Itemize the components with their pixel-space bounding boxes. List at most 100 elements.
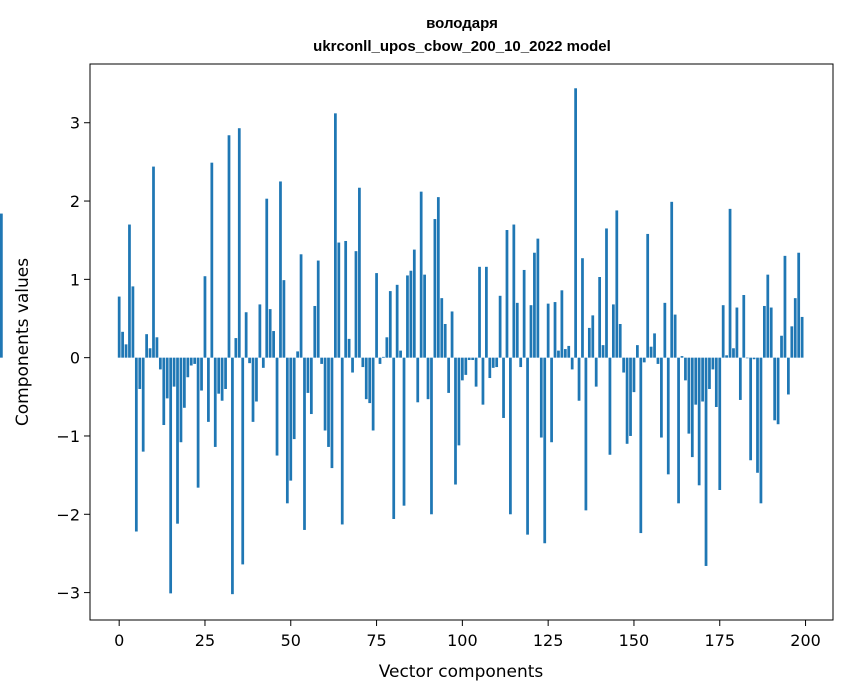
bar-42 — [261, 357, 265, 368]
bar-17 — [176, 357, 179, 524]
bar-83 — [402, 357, 406, 506]
bar-197 — [793, 298, 797, 358]
bar-75 — [375, 273, 378, 358]
bar-159 — [663, 302, 667, 358]
bar-195 — [787, 357, 790, 395]
bar-199 — [800, 316, 804, 358]
bar-93 — [436, 197, 440, 358]
bar-71 — [361, 357, 365, 368]
bar-120 — [529, 305, 533, 358]
bar-161 — [670, 201, 674, 358]
bar-6 — [138, 357, 142, 389]
bar-8 — [145, 334, 148, 358]
y-tick-label: 1 — [70, 270, 80, 289]
bar-139 — [594, 357, 598, 387]
bar-131 — [567, 345, 571, 358]
bar-35 — [237, 128, 241, 358]
bar-188 — [762, 305, 766, 358]
bar-63 — [334, 113, 337, 358]
bar-108 — [488, 357, 492, 379]
bar-85 — [409, 270, 413, 358]
x-axis-label: Vector components — [379, 662, 544, 682]
bar-176 — [721, 305, 725, 358]
bar-80 — [392, 357, 396, 519]
x-tick-label: 25 — [195, 631, 215, 650]
bar-81 — [395, 284, 399, 358]
x-tick-label: 100 — [447, 631, 478, 650]
bar-19 — [183, 357, 186, 408]
bar-158 — [660, 357, 663, 438]
bar-13 — [162, 357, 166, 426]
bar-26 — [207, 357, 210, 422]
bar-180 — [735, 307, 739, 358]
bar-44 — [268, 309, 272, 358]
bar-173 — [711, 357, 715, 370]
bar-116 — [515, 302, 519, 358]
bar-109 — [491, 357, 495, 368]
bar-90 — [426, 357, 430, 400]
y-tick-label: 0 — [70, 349, 80, 368]
bar-104 — [474, 357, 478, 387]
bar-25 — [203, 276, 207, 358]
bar-33 — [231, 357, 234, 595]
bar-167 — [690, 357, 694, 458]
bar-27 — [210, 162, 214, 358]
bar-124 — [543, 357, 547, 544]
bar-94 — [440, 298, 444, 358]
bar-125 — [546, 303, 550, 358]
bar-57 — [313, 305, 317, 358]
bar-194 — [783, 255, 787, 358]
bar-115 — [512, 224, 516, 358]
bar-41 — [258, 304, 262, 358]
bar-127 — [553, 302, 557, 358]
bar-181 — [738, 357, 742, 400]
bar-34 — [234, 338, 238, 358]
bar-67 — [347, 338, 351, 358]
bar-147 — [622, 357, 626, 373]
bar-112 — [502, 357, 505, 418]
bar-118 — [522, 269, 526, 358]
bar-138 — [591, 315, 595, 358]
x-tick-label: 175 — [704, 631, 735, 650]
bar-114 — [509, 357, 512, 515]
bar-62 — [330, 357, 334, 469]
bar-171 — [704, 357, 708, 566]
bar-100 — [460, 357, 464, 381]
bar-126 — [550, 357, 553, 443]
bar-150 — [632, 357, 636, 393]
bar-130 — [563, 349, 567, 358]
bar-60 — [323, 357, 327, 431]
bar-121 — [533, 252, 536, 358]
bar-143 — [608, 357, 612, 455]
y-tick-label: −2 — [56, 505, 80, 524]
bar-186 — [756, 357, 759, 473]
bar-32 — [227, 135, 231, 358]
bar-133 — [574, 88, 577, 358]
bar-88 — [419, 191, 423, 358]
bar-102 — [467, 357, 471, 361]
bar-undefined — [0, 213, 3, 358]
bar-103 — [471, 357, 475, 361]
bar-46 — [275, 357, 279, 456]
bar-39 — [251, 357, 255, 422]
bar-156 — [653, 333, 656, 358]
bar-84 — [406, 275, 409, 358]
bar-134 — [577, 357, 581, 401]
bar-58 — [316, 260, 320, 358]
bar-162 — [673, 314, 677, 358]
bar-177 — [725, 355, 728, 358]
bar-92 — [433, 219, 437, 358]
bar-1 — [121, 331, 124, 358]
bar-29 — [217, 357, 221, 394]
bar-165 — [684, 357, 687, 381]
bar-105 — [478, 266, 481, 358]
bar-47 — [279, 181, 282, 358]
bar-182 — [742, 295, 746, 358]
bar-110 — [495, 357, 499, 368]
chart-title: володаря — [426, 15, 498, 32]
bar-43 — [265, 198, 269, 358]
bar-15 — [169, 357, 173, 594]
bar-183 — [745, 357, 749, 359]
bar-3 — [128, 224, 131, 358]
bar-135 — [581, 258, 584, 358]
